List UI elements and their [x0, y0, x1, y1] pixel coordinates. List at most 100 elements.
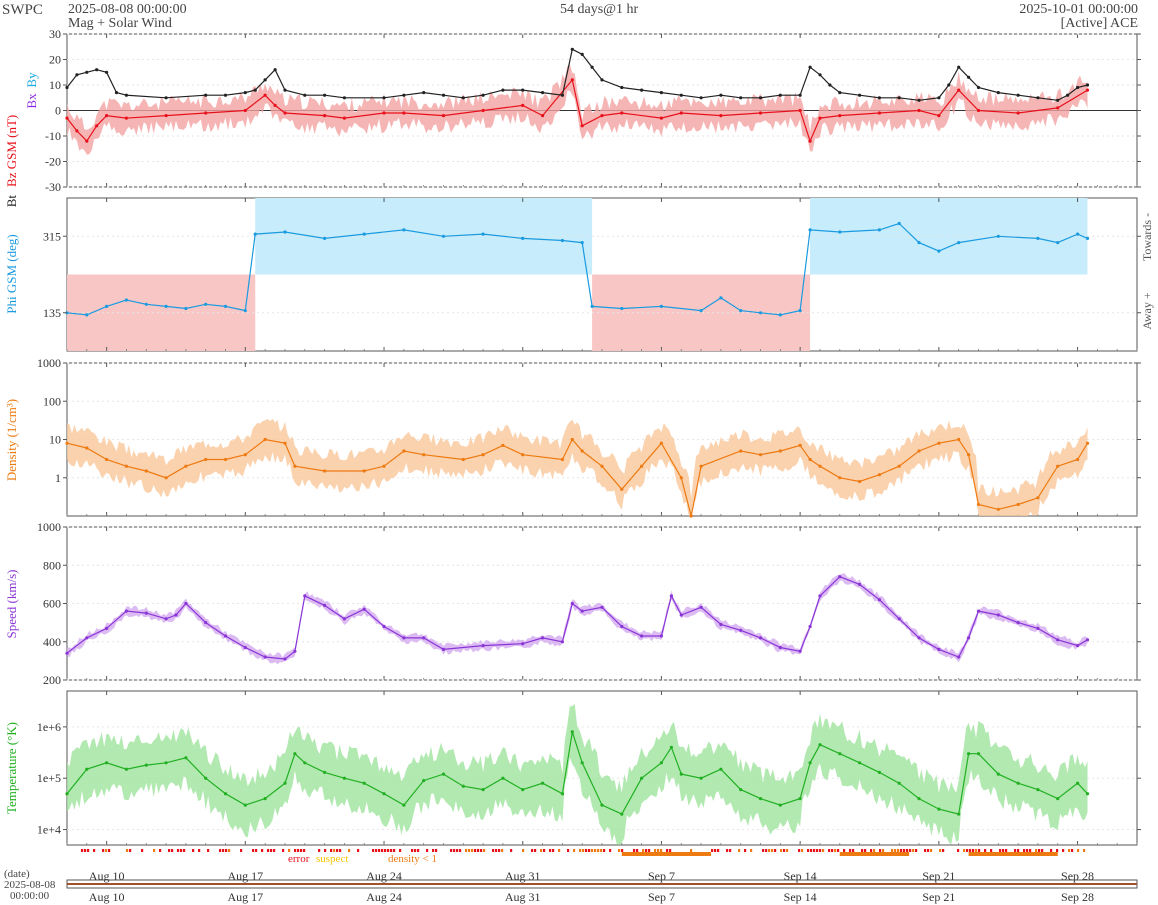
temp-series-point — [877, 770, 882, 775]
org-label: SWPC — [2, 2, 43, 18]
bz-series-point — [481, 108, 485, 113]
quality-mark — [93, 849, 96, 852]
bt-series-point — [858, 93, 862, 97]
quality-mark — [159, 849, 162, 852]
phi-series-point — [808, 228, 812, 232]
quality-mark — [648, 849, 651, 852]
bt-series-point — [828, 83, 832, 87]
quality-mark — [552, 849, 555, 852]
suspect-legend: suspect — [316, 853, 348, 865]
quality-mark — [480, 849, 483, 852]
bz-series-line — [66, 78, 1088, 143]
bt-series-point — [422, 91, 426, 95]
density-series-point — [600, 464, 604, 468]
bt-series-point — [105, 70, 109, 74]
speed-series-line — [66, 576, 1088, 660]
mag-tick-label: 30 — [49, 27, 61, 41]
nav-date-label: Aug 31 — [505, 890, 541, 904]
quality-mark — [414, 849, 417, 852]
temp-series-point — [293, 752, 297, 756]
bz-series-point — [917, 108, 921, 113]
bz-series-point — [105, 114, 109, 118]
mag-tick-label: 0 — [55, 104, 61, 118]
bt-series-point — [798, 93, 802, 97]
bt-series-point — [600, 78, 604, 82]
temp-series-point — [967, 752, 971, 756]
quality-mark — [300, 849, 303, 852]
quality-mark — [426, 849, 429, 852]
phi-series-point — [1085, 236, 1090, 240]
quality-mark — [930, 849, 933, 852]
quality-mark — [498, 849, 501, 852]
quality-mark — [843, 849, 846, 852]
by-label: By — [24, 72, 39, 88]
quality-mark — [573, 849, 576, 852]
nav-date-label: Sep 21 — [922, 890, 955, 904]
mag-tick-label: 10 — [49, 78, 61, 92]
density-series-points — [65, 437, 1090, 518]
density-series-point — [362, 469, 366, 473]
density-series-point — [1016, 502, 1020, 507]
speed-series-point — [669, 594, 674, 598]
bz-series-point — [877, 111, 882, 115]
bz-series-point — [65, 116, 69, 120]
quality-mark — [894, 849, 897, 852]
quality-mark — [228, 849, 231, 852]
bz-series-point — [283, 111, 287, 115]
temp-series-point — [342, 776, 346, 780]
density-series-point — [877, 473, 882, 477]
quality-mark — [549, 849, 552, 852]
bt-series-points — [65, 47, 1090, 102]
quality-mark — [837, 849, 840, 852]
bt-series-point — [640, 88, 644, 92]
phi-tick-label: 315 — [43, 229, 61, 243]
temp-series-point — [382, 792, 386, 796]
phi-series-points — [65, 221, 1090, 317]
quality-mark — [861, 849, 864, 852]
quality-mark — [378, 849, 381, 852]
quality-mark — [969, 849, 972, 852]
temp-series-point — [481, 788, 485, 792]
speed-series-point — [402, 636, 406, 640]
temp-series-point — [620, 812, 624, 816]
quality-mark — [801, 849, 804, 852]
speed-series-point — [1036, 626, 1040, 631]
quality-mark — [207, 849, 210, 852]
date-label: Aug 17 — [227, 869, 263, 883]
density-series-point — [402, 449, 406, 453]
speed-tick-label: 200 — [43, 673, 61, 687]
quality-mark — [375, 849, 378, 852]
mag-tick-label: 20 — [49, 53, 61, 67]
speed-series-point — [283, 657, 287, 661]
nav-date: 2025-08-08 — [4, 879, 56, 891]
phi-series-point — [1036, 236, 1040, 240]
quality-mark — [594, 849, 597, 852]
nav-date-label: Sep 14 — [784, 890, 817, 904]
bt-series-point — [303, 93, 307, 97]
quality-mark — [372, 849, 375, 852]
speed-series-point — [967, 636, 971, 640]
phi-series-point — [243, 309, 247, 313]
quality-mark — [1017, 849, 1020, 852]
density-series-point — [164, 476, 168, 480]
quality-mark — [381, 849, 384, 852]
speed-series-point — [778, 645, 782, 650]
nav-date-label: Sep 7 — [648, 890, 675, 904]
temp-series-point — [184, 756, 188, 760]
speed-series-point — [164, 617, 168, 621]
quality-mark — [621, 849, 624, 852]
bt-series-point — [947, 83, 951, 87]
temp-series-point — [669, 745, 674, 749]
speed-series-point — [798, 649, 802, 653]
density-axis-title: Density (1/cm³) — [4, 399, 19, 481]
density-series-point — [798, 443, 802, 447]
quality-mark — [762, 849, 765, 852]
bz-series-point — [838, 114, 842, 118]
bt-series-point — [461, 96, 465, 100]
phi-series-point — [590, 304, 594, 308]
speed-series-point — [1085, 638, 1090, 642]
quality-mark — [738, 849, 741, 852]
speed-series-point — [342, 617, 346, 621]
speed-series-point — [739, 628, 743, 632]
